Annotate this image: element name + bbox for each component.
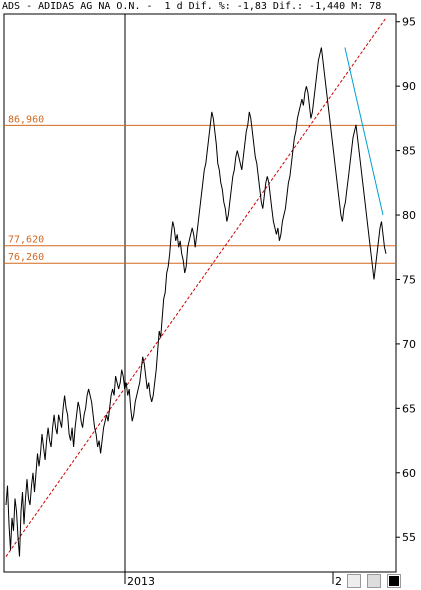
y-tick-label: 75 xyxy=(402,273,416,286)
support-trendline xyxy=(5,17,387,557)
y-tick-label: 80 xyxy=(402,209,416,222)
color-swatch-icon[interactable] xyxy=(387,574,401,588)
plot-frame xyxy=(3,13,397,573)
x-tick-label: 2 xyxy=(335,575,342,588)
level-label: 76,260 xyxy=(8,252,44,263)
resistance-trendline xyxy=(344,47,384,216)
y-tick-label: 70 xyxy=(402,338,416,351)
level-label: 77,620 xyxy=(8,235,44,246)
price-series-line xyxy=(5,47,387,557)
level-label: 86,960 xyxy=(8,114,44,125)
chart-title: ADS - ADIDAS AG NA O.N. - 1 d Dif. %: -1… xyxy=(2,1,382,12)
y-tick-label: 90 xyxy=(402,80,416,93)
x-tick-label: 2013 xyxy=(127,575,155,588)
save-icon[interactable] xyxy=(367,574,381,588)
scroll-icon[interactable] xyxy=(347,574,361,588)
y-tick-label: 60 xyxy=(402,467,416,480)
y-tick-label: 65 xyxy=(402,402,416,415)
swatch-fill xyxy=(389,576,399,586)
y-tick-label: 55 xyxy=(402,531,416,544)
y-tick-label: 85 xyxy=(402,145,416,158)
y-tick-label: 95 xyxy=(402,16,416,29)
